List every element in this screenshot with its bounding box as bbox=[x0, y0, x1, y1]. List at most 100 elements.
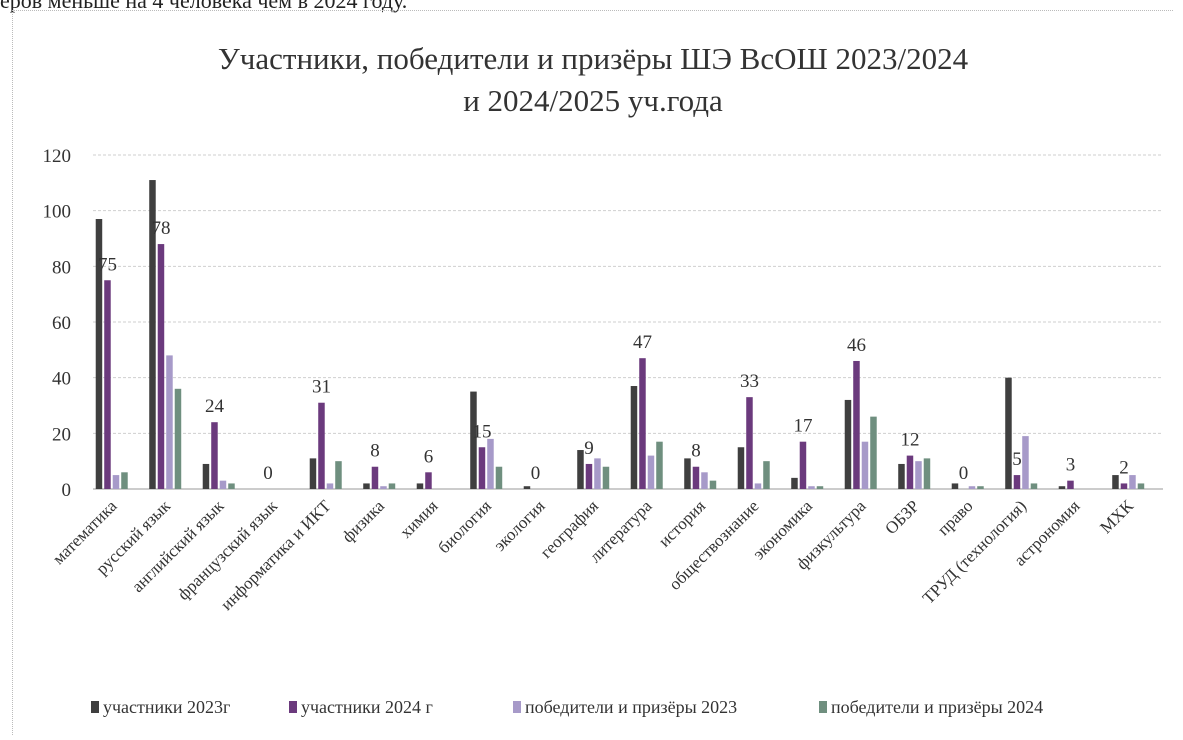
data-label: 6 bbox=[424, 446, 434, 467]
bar bbox=[746, 397, 753, 489]
bar bbox=[816, 486, 824, 489]
bar bbox=[166, 355, 173, 489]
data-label: 17 bbox=[793, 416, 812, 437]
bars bbox=[95, 180, 1145, 490]
bar bbox=[1120, 483, 1128, 489]
y-tick-label: 60 bbox=[52, 313, 71, 334]
data-label: 75 bbox=[98, 254, 117, 275]
data-label: 46 bbox=[847, 335, 866, 356]
bar bbox=[763, 461, 770, 489]
bar bbox=[318, 402, 325, 489]
bar bbox=[219, 480, 227, 489]
legend-label: участники 2024 г bbox=[301, 697, 433, 717]
data-labels: 75 78 24 0 31 8 6 15 0 9 47 8 33 17 46 12 0 5 3 2 bbox=[98, 218, 1129, 484]
bar bbox=[754, 483, 762, 489]
data-label: 0 bbox=[263, 463, 273, 484]
bar bbox=[495, 466, 503, 489]
bar bbox=[647, 455, 655, 489]
bar bbox=[363, 483, 370, 489]
y-tick-label: 20 bbox=[52, 424, 71, 445]
bar bbox=[1129, 475, 1136, 489]
bar bbox=[968, 486, 976, 489]
bar bbox=[487, 438, 494, 489]
legend-label: победители и призёры 2024 bbox=[831, 697, 1043, 717]
legend-swatch bbox=[289, 701, 297, 713]
bar bbox=[211, 422, 218, 489]
bar bbox=[1137, 483, 1145, 489]
y-tick-label: 0 bbox=[62, 480, 72, 501]
y-tick-label: 40 bbox=[52, 369, 71, 390]
data-label: 12 bbox=[900, 430, 919, 451]
bar bbox=[416, 483, 424, 489]
x-tick-label: ОБЗР bbox=[881, 496, 923, 538]
bar bbox=[915, 461, 922, 489]
x-tick-label: биология bbox=[434, 496, 495, 557]
bar bbox=[853, 360, 860, 489]
bar bbox=[1030, 483, 1038, 489]
gridlines bbox=[93, 154, 1163, 490]
data-label: 0 bbox=[531, 463, 541, 484]
bar bbox=[951, 483, 959, 489]
bar bbox=[594, 458, 601, 489]
bar bbox=[309, 458, 317, 489]
bar bbox=[906, 455, 914, 489]
bar bbox=[808, 486, 815, 489]
bar bbox=[1067, 480, 1074, 489]
bar bbox=[844, 399, 852, 489]
bar bbox=[157, 244, 165, 489]
bar bbox=[684, 458, 691, 489]
bar bbox=[630, 386, 638, 489]
bar bbox=[602, 466, 610, 489]
bar bbox=[898, 463, 905, 489]
legend-swatch bbox=[91, 701, 99, 713]
y-tick-label: 80 bbox=[52, 257, 71, 278]
data-label: 5 bbox=[1012, 449, 1022, 470]
legend-label: участники 2023г bbox=[103, 697, 230, 717]
bar bbox=[104, 280, 111, 489]
x-tick-label: МХК bbox=[1096, 496, 1137, 537]
chart-svg: Участники, победители и призёры ШЭ ВсОШ … bbox=[43, 41, 1163, 717]
data-label: 47 bbox=[633, 332, 652, 353]
bar bbox=[1013, 475, 1021, 489]
bar bbox=[202, 463, 210, 489]
data-label: 8 bbox=[691, 441, 701, 462]
bar bbox=[335, 461, 342, 489]
data-label: 31 bbox=[312, 377, 331, 398]
bar bbox=[977, 486, 984, 489]
bar bbox=[149, 180, 156, 490]
bar bbox=[326, 483, 334, 489]
bar bbox=[95, 219, 103, 489]
bar bbox=[1005, 377, 1012, 489]
bar bbox=[870, 416, 877, 489]
bar bbox=[371, 466, 379, 489]
bar bbox=[923, 458, 931, 489]
page-text-fragment: еров меньше на 4 человека чем в 2024 год… bbox=[0, 0, 408, 13]
bar bbox=[639, 358, 646, 489]
data-label: 15 bbox=[472, 421, 491, 442]
data-label: 2 bbox=[1119, 457, 1129, 478]
legend: участники 2023г участники 2024 г победител… bbox=[91, 697, 1043, 717]
bar bbox=[861, 441, 869, 489]
bar bbox=[388, 483, 396, 489]
bar bbox=[470, 391, 477, 489]
x-tick-label: французский язык bbox=[174, 496, 282, 604]
legend-swatch bbox=[819, 701, 827, 713]
bar bbox=[523, 486, 531, 489]
bar bbox=[380, 486, 387, 489]
y-tick-label: 100 bbox=[43, 202, 72, 223]
data-label: 3 bbox=[1066, 455, 1076, 476]
bar bbox=[174, 388, 182, 489]
chart-frame: Участники, победители и призёры ШЭ ВсОШ … bbox=[12, 10, 1173, 735]
bar bbox=[577, 450, 584, 489]
x-tick-label: английский язык bbox=[128, 496, 228, 596]
legend-label: победители и призёры 2023 bbox=[525, 697, 737, 717]
chart-title-line-2: и 2024/2025 уч.года bbox=[463, 83, 723, 118]
bar bbox=[737, 447, 745, 489]
bar bbox=[585, 463, 593, 489]
bar bbox=[478, 447, 486, 489]
legend-swatch bbox=[513, 701, 521, 713]
y-tick-label: 120 bbox=[43, 146, 72, 167]
bar bbox=[799, 441, 807, 489]
bar bbox=[1112, 475, 1119, 489]
